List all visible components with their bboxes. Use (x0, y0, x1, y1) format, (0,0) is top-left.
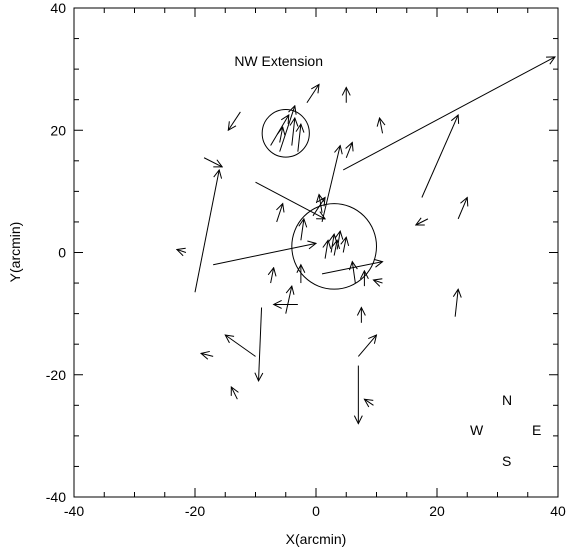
nw-extension-label: NW Extension (234, 53, 323, 69)
vector-arrow (285, 286, 292, 314)
x-tick-label: 20 (429, 503, 445, 519)
x-tick-label: -20 (185, 503, 205, 519)
vector-arrow (331, 234, 334, 253)
vector-arrow (364, 399, 374, 405)
vector-arrow (177, 249, 187, 252)
vector-arrow (277, 204, 283, 223)
vector-arrow (298, 124, 301, 152)
vector-arrow (357, 335, 376, 357)
nw-extension-circle (261, 108, 310, 158)
axis-ticks: -40 -20 0 20 40 -40 -20 0 20 40 (46, 0, 566, 519)
vector-arrow (255, 181, 326, 219)
vector-arrow (228, 111, 241, 130)
vector-arrow (334, 240, 337, 256)
vector-arrow (416, 219, 429, 225)
y-tick-label: 20 (50, 122, 66, 138)
vector-arrow (312, 197, 325, 217)
central-circle (291, 203, 377, 290)
y-tick-label: 40 (50, 0, 66, 16)
compass-west: W (470, 422, 484, 438)
vector-arrow (301, 219, 304, 241)
y-tick-label: -40 (46, 489, 66, 505)
vector-arrow (342, 57, 555, 171)
vector-arrow (321, 146, 340, 223)
circles-layer (261, 108, 377, 290)
vector-arrow (259, 307, 262, 381)
vector-arrow (373, 280, 383, 283)
vector-arrow (306, 84, 319, 104)
x-tick-label: 0 (312, 503, 320, 519)
vector-arrow (194, 170, 219, 293)
vector-arrow (457, 197, 467, 220)
x-tick-label: 40 (550, 503, 566, 519)
vector-arrow (352, 262, 355, 284)
vector-arrow (231, 387, 237, 400)
vector-arrow (337, 231, 340, 250)
vector-arrow (203, 157, 222, 167)
plot-frame (73, 7, 559, 498)
vector-arrow (455, 289, 458, 317)
vector-arrow (201, 353, 214, 356)
compass-south: S (502, 453, 511, 469)
compass-east: E (532, 422, 541, 438)
vector-arrow (280, 127, 283, 143)
y-tick-label: 0 (58, 245, 66, 261)
y-tick-label: -20 (46, 367, 66, 383)
vector-arrow (279, 106, 295, 152)
compass-north: N (502, 392, 512, 408)
vector-arrow (213, 243, 316, 266)
y-axis-title: Y(arcmin) (7, 222, 23, 283)
vectors-layer (177, 57, 555, 424)
x-axis-title: X(arcmin) (286, 531, 347, 547)
vector-arrow (271, 268, 274, 284)
vector-arrow (380, 118, 383, 134)
vector-arrow (225, 335, 256, 357)
vector-arrow (343, 237, 346, 253)
vector-arrow (421, 115, 458, 198)
vector-arrow (292, 118, 295, 146)
vector-arrow (346, 142, 352, 158)
vector-arrow (325, 240, 328, 259)
x-tick-label: -40 (64, 503, 84, 519)
